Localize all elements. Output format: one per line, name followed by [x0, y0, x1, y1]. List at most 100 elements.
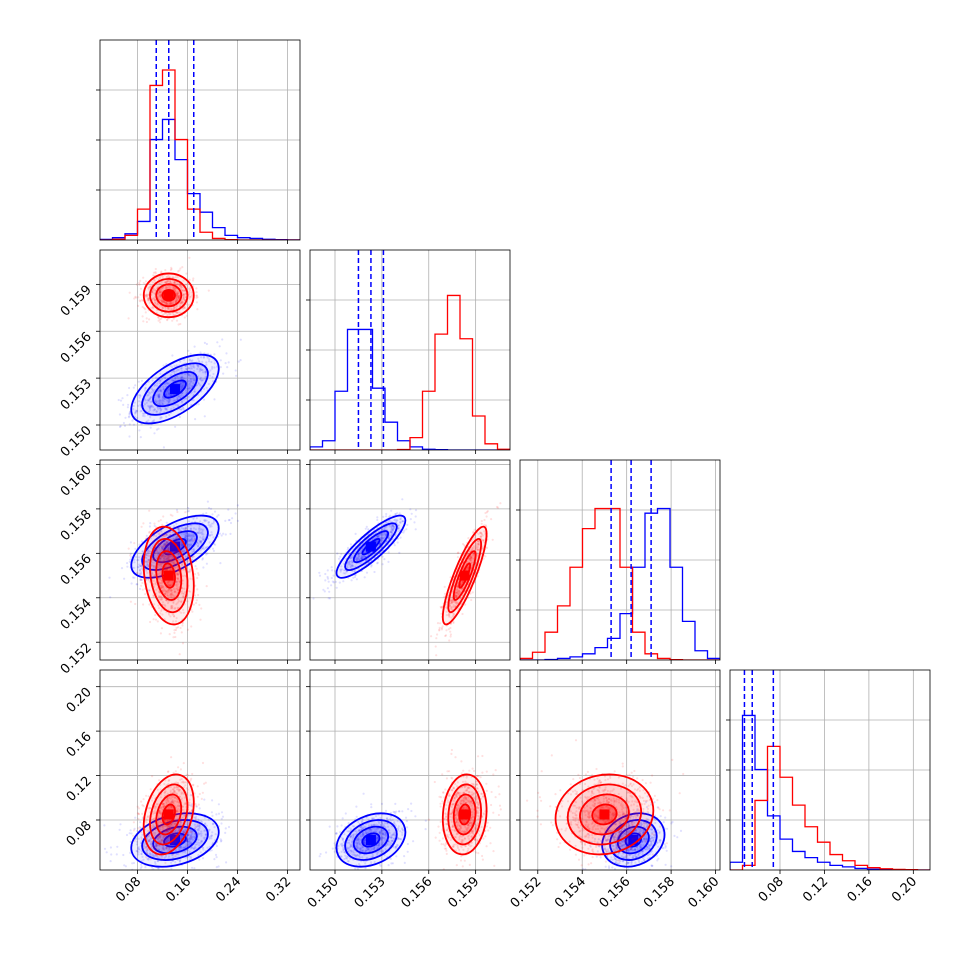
scatter-point: [186, 535, 189, 538]
scatter-point: [173, 306, 176, 309]
scatter-point: [360, 557, 363, 560]
scatter-point: [163, 589, 166, 592]
scatter-point: [192, 378, 195, 381]
scatter-point: [351, 555, 354, 558]
scatter-point: [203, 548, 206, 551]
scatter-point: [200, 540, 203, 543]
scatter-point: [174, 551, 177, 554]
scatter-point: [150, 291, 153, 294]
scatter-point: [342, 580, 345, 583]
scatter-point: [166, 313, 169, 317]
scatter-point: [188, 278, 191, 281]
scatter-point: [186, 384, 189, 387]
scatter-point: [188, 533, 191, 536]
scatter-point: [170, 606, 173, 609]
scatter-point: [162, 556, 165, 559]
scatter-point: [158, 393, 161, 396]
scatter-point: [131, 862, 134, 865]
scatter-point: [190, 535, 193, 538]
scatter-point: [163, 300, 166, 303]
scatter-point: [170, 567, 173, 570]
scatter-point: [172, 286, 176, 289]
scatter-point: [155, 400, 158, 403]
scatter-point: [174, 425, 177, 428]
scatter-point: [195, 294, 198, 297]
scatter-point: [357, 556, 360, 559]
scatter-point: [382, 515, 385, 518]
scatter-point: [190, 291, 193, 294]
scatter-point: [166, 555, 169, 558]
scatter-point: [174, 300, 177, 303]
scatter-point: [145, 293, 148, 296]
scatter-point: [157, 552, 161, 555]
scatter-point: [163, 856, 166, 860]
scatter-point: [199, 840, 203, 843]
scatter-point: [159, 612, 162, 615]
scatter-point: [150, 387, 153, 390]
scatter-point: [485, 546, 489, 549]
scatter-point: [184, 283, 188, 286]
scatter-point: [166, 306, 169, 309]
scatter-point: [170, 596, 173, 599]
scatter-point: [182, 295, 185, 298]
scatter-point: [155, 428, 159, 431]
scatter-point: [452, 621, 455, 624]
scatter-point: [165, 286, 168, 289]
scatter-point: [162, 534, 165, 537]
scatter-point: [157, 564, 160, 567]
scatter-point: [159, 632, 162, 635]
density-peak-series-0: [170, 541, 180, 552]
scatter-point: [201, 379, 204, 382]
scatter-point: [387, 537, 390, 540]
scatter-point: [145, 577, 148, 580]
scatter-point: [170, 302, 173, 305]
scatter-point: [162, 313, 165, 316]
scatter-point: [160, 549, 163, 552]
scatter-point: [477, 542, 480, 545]
scatter-point: [147, 558, 150, 562]
scatter-point: [145, 569, 148, 572]
scatter-point: [170, 589, 173, 592]
scatter-point: [449, 626, 452, 630]
scatter-point: [392, 527, 395, 530]
scatter-point: [169, 584, 172, 588]
scatter-point: [158, 393, 161, 396]
scatter-point: [216, 341, 219, 344]
scatter-point: [145, 554, 148, 557]
scatter-point: [164, 301, 167, 304]
scatter-point: [189, 535, 192, 538]
scatter-point: [149, 852, 152, 855]
scatter-point: [147, 394, 150, 397]
scatter-point: [142, 603, 145, 606]
scatter-point: [204, 546, 207, 549]
scatter-point: [477, 542, 480, 545]
scatter-point: [151, 281, 154, 284]
scatter-point: [176, 601, 179, 604]
scatter-point: [160, 300, 164, 303]
scatter-point: [147, 558, 150, 562]
scatter-point: [454, 601, 457, 604]
scatter-point: [168, 401, 171, 404]
scatter-point: [164, 408, 167, 411]
scatter-point: [159, 408, 162, 411]
scatter-point: [161, 562, 164, 565]
scatter-point: [414, 509, 418, 512]
scatter-point: [381, 555, 384, 558]
scatter-point: [167, 588, 170, 591]
scatter-point: [147, 554, 150, 557]
scatter-point: [392, 525, 395, 528]
scatter-point: [176, 292, 179, 296]
scatter-point: [159, 598, 162, 601]
scatter-point: [167, 547, 170, 550]
scatter-point: [191, 555, 194, 559]
scatter-point: [200, 356, 203, 359]
scatter-point: [449, 576, 452, 579]
scatter-point: [139, 573, 142, 576]
scatter-point: [173, 631, 176, 634]
scatter-point: [152, 557, 155, 561]
scatter-point: [355, 558, 359, 561]
grid: [310, 460, 510, 660]
scatter-point: [123, 864, 126, 867]
scatter-point: [153, 408, 156, 411]
scatter-point: [148, 531, 151, 534]
